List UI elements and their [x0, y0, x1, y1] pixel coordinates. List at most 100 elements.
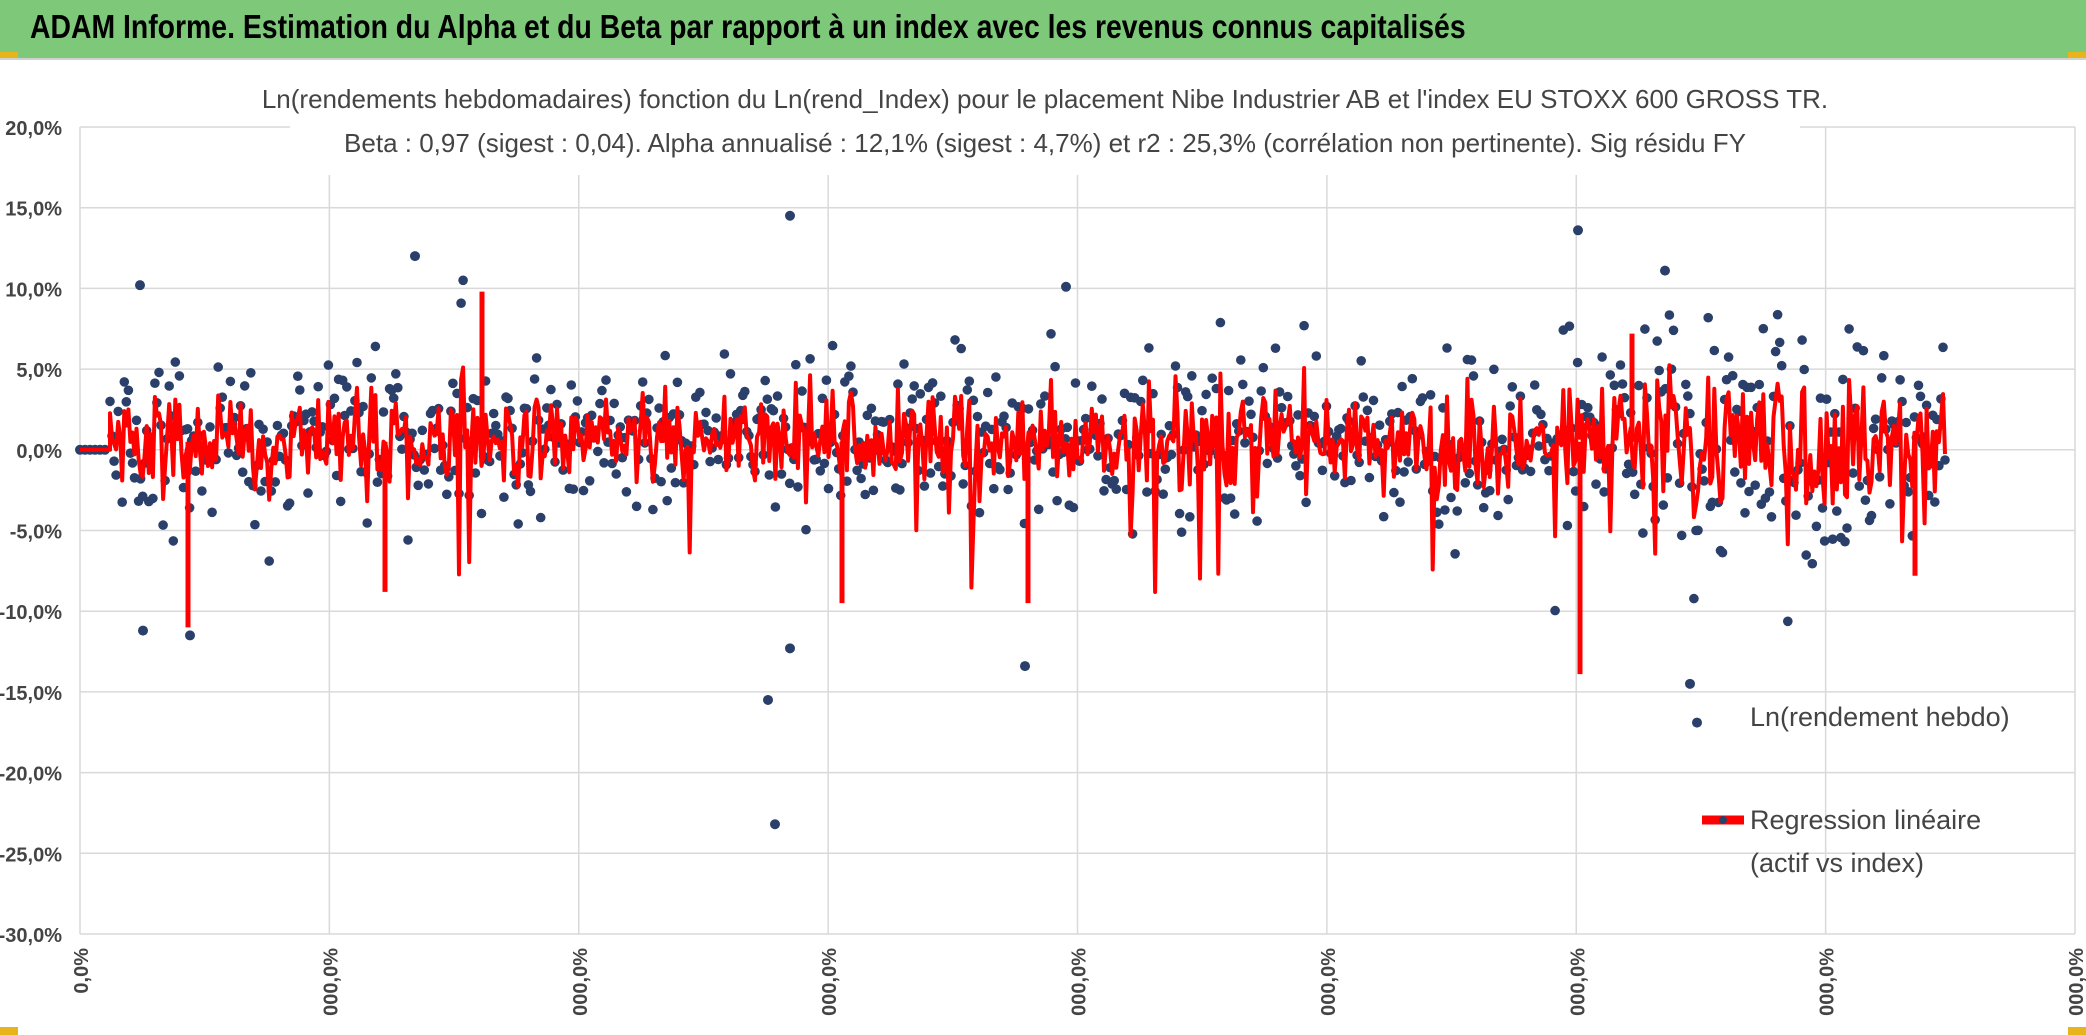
data-point — [1597, 352, 1607, 362]
data-point — [397, 444, 407, 455]
data-point — [1821, 394, 1832, 405]
data-point — [1774, 337, 1785, 348]
data-point — [1295, 470, 1305, 481]
data-point — [915, 389, 926, 399]
data-point — [419, 465, 430, 475]
data-point — [119, 377, 130, 387]
data-point — [678, 478, 689, 488]
data-point — [123, 385, 134, 396]
data-point — [1358, 392, 1369, 402]
data-point — [637, 377, 648, 387]
data-point — [250, 519, 260, 530]
data-point — [1699, 476, 1709, 486]
data-point — [805, 354, 815, 364]
data-point — [1109, 475, 1119, 486]
data-point — [784, 478, 795, 489]
data-point — [595, 398, 605, 409]
data-point — [1052, 495, 1062, 506]
data-point — [770, 502, 781, 512]
data-point — [925, 468, 936, 478]
chart-area: 20,0% 15,0% 10,0% 5,0% 0,0% -5,0% -10,0% -15,0%… — [0, 58, 2086, 1035]
data-point — [1750, 480, 1760, 491]
x-tick-label: 000,0% — [819, 948, 841, 1016]
data-point — [1156, 429, 1166, 440]
data-point — [1801, 550, 1811, 560]
data-point — [1033, 504, 1044, 515]
data-point — [1407, 373, 1418, 384]
data-point — [335, 496, 346, 507]
y-tick-label: -5,0% — [10, 522, 62, 544]
data-point — [644, 394, 654, 405]
data-point — [1503, 494, 1513, 505]
data-point — [609, 398, 619, 409]
data-point — [1099, 486, 1109, 496]
data-point — [578, 485, 589, 496]
data-point — [1736, 478, 1746, 488]
data-point — [111, 470, 121, 480]
data-point — [1434, 519, 1444, 529]
data-point — [105, 396, 115, 407]
data-point — [1766, 512, 1777, 522]
data-point — [531, 353, 542, 363]
data-point — [958, 479, 968, 489]
data-point — [1440, 505, 1450, 515]
data-point — [1142, 487, 1152, 497]
data-point — [293, 371, 303, 382]
data-point — [823, 483, 834, 494]
data-point — [1740, 508, 1750, 518]
data-point — [225, 376, 236, 387]
data-point — [1252, 516, 1262, 526]
data-point — [1185, 512, 1195, 522]
data-point — [1276, 402, 1287, 413]
data-point — [1497, 434, 1507, 445]
data-point — [1238, 379, 1248, 390]
data-point — [150, 378, 160, 389]
data-point — [1776, 360, 1787, 371]
data-point — [413, 480, 424, 491]
chart-title: Ln(rendements hebdomadaires) fonction du… — [262, 84, 1828, 114]
data-point — [1764, 487, 1775, 497]
data-point — [1215, 317, 1226, 328]
data-point — [909, 381, 919, 391]
data-point — [815, 466, 826, 476]
data-point — [417, 425, 428, 436]
data-point — [1478, 502, 1489, 513]
data-point — [936, 391, 946, 402]
data-point — [1709, 345, 1720, 356]
data-point — [491, 420, 501, 431]
data-point — [791, 359, 801, 370]
data-point — [1634, 380, 1644, 391]
data-point — [1770, 346, 1781, 357]
outlier-point — [770, 819, 780, 830]
data-point — [1246, 409, 1256, 420]
data-point — [342, 382, 352, 392]
data-point — [1940, 455, 1950, 465]
data-point — [764, 470, 775, 480]
data-point — [1046, 329, 1056, 339]
data-point — [1807, 558, 1818, 569]
data-point — [1311, 351, 1322, 361]
data-point — [1727, 370, 1738, 381]
data-point — [972, 411, 983, 422]
legend-regression-label-2: (actif vs index) — [1750, 848, 1924, 878]
outlier-point — [1660, 265, 1670, 276]
data-point — [1399, 467, 1409, 477]
data-point — [529, 374, 540, 384]
outlier-point — [1573, 225, 1583, 236]
data-point — [950, 335, 960, 345]
data-point — [1938, 342, 1948, 353]
data-point — [1301, 497, 1311, 508]
data-point — [1730, 467, 1740, 477]
data-point — [656, 476, 666, 487]
data-point — [1723, 352, 1734, 362]
data-point — [1460, 478, 1471, 488]
data-point — [456, 298, 466, 308]
data-point — [1368, 395, 1379, 406]
data-point — [1885, 499, 1895, 509]
report-title: ADAM Informe. Estimation du Alpha et du … — [30, 8, 1466, 45]
data-point — [1397, 381, 1407, 392]
data-point — [1868, 423, 1879, 434]
data-point — [1493, 510, 1503, 521]
data-point — [197, 486, 207, 496]
data-point — [1050, 361, 1060, 372]
